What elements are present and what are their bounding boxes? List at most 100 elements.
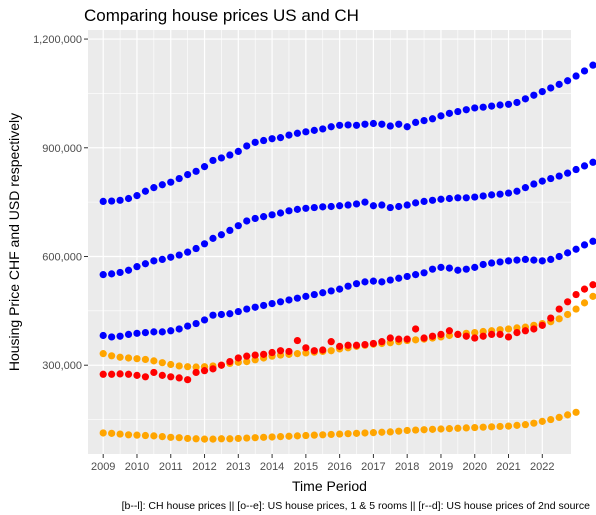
data-point	[175, 374, 183, 382]
data-point	[344, 282, 352, 290]
data-point	[412, 426, 420, 434]
data-point	[547, 314, 555, 322]
data-point	[530, 256, 538, 264]
data-point	[504, 100, 513, 108]
data-point	[547, 255, 555, 263]
data-point	[462, 106, 470, 114]
data-point	[403, 335, 411, 343]
data-point	[124, 354, 133, 362]
data-point	[293, 205, 302, 213]
grid-lines	[88, 30, 571, 454]
data-point	[580, 67, 589, 75]
data-point	[572, 245, 580, 253]
data-point	[336, 430, 344, 438]
data-point	[504, 422, 513, 430]
data-point	[293, 336, 302, 345]
data-point	[150, 368, 158, 377]
x-tick-label: 2014	[260, 461, 284, 473]
x-tick-label: 2016	[327, 461, 351, 473]
data-point	[268, 348, 276, 357]
data-point	[428, 265, 437, 273]
data-point	[260, 350, 268, 358]
data-point	[319, 203, 327, 211]
data-point	[496, 101, 504, 109]
data-point	[285, 432, 293, 440]
data-point	[580, 241, 589, 249]
data-point	[327, 123, 335, 131]
data-point	[420, 269, 428, 277]
data-point	[412, 118, 420, 127]
data-point	[141, 373, 150, 381]
data-point	[251, 351, 259, 359]
data-point	[268, 135, 276, 143]
data-point	[200, 163, 209, 171]
data-point	[200, 435, 209, 443]
data-points	[99, 61, 596, 443]
data-point	[488, 259, 496, 267]
data-point	[547, 415, 555, 424]
data-point	[108, 270, 116, 278]
data-point	[310, 290, 318, 299]
data-point	[192, 319, 200, 328]
data-point	[226, 226, 234, 235]
data-point	[175, 251, 183, 259]
data-point	[116, 353, 124, 361]
data-point	[369, 339, 378, 348]
y-tick-label: 300,000	[42, 360, 82, 372]
data-point	[209, 365, 217, 373]
data-point	[437, 263, 445, 271]
data-point	[403, 123, 411, 131]
data-point	[352, 121, 361, 129]
data-point	[479, 103, 487, 111]
data-point	[589, 292, 596, 300]
y-tick-label: 900,000	[42, 143, 82, 155]
data-point	[158, 255, 166, 263]
series-1	[99, 158, 596, 279]
data-point	[530, 419, 538, 427]
data-point	[361, 278, 369, 286]
data-point	[217, 361, 226, 369]
data-point	[124, 330, 133, 339]
data-point	[428, 425, 437, 433]
data-point	[395, 335, 403, 343]
data-point	[158, 359, 166, 367]
data-point	[184, 434, 192, 443]
data-point	[580, 285, 589, 293]
data-point	[496, 258, 504, 266]
axes: 2009 2010 2011 2012 2013 2014 2015 2016 2017 2018…	[33, 34, 554, 473]
data-point	[336, 202, 344, 210]
data-point	[589, 281, 596, 289]
data-point	[386, 203, 394, 212]
data-point	[445, 425, 454, 433]
data-point	[243, 357, 251, 366]
data-point	[150, 432, 158, 440]
data-point	[395, 274, 403, 282]
data-point	[462, 332, 470, 340]
data-point	[310, 203, 318, 212]
data-point	[260, 301, 268, 310]
x-tick-label: 2022	[530, 461, 554, 473]
data-point	[133, 192, 141, 200]
x-tick-label: 2009	[91, 461, 115, 473]
data-point	[260, 433, 268, 441]
series-5	[99, 408, 580, 443]
data-point	[293, 294, 302, 302]
data-point	[124, 431, 133, 439]
data-point	[564, 77, 572, 85]
data-point	[555, 305, 563, 313]
data-point	[192, 363, 200, 371]
data-point	[589, 61, 596, 69]
data-point	[158, 433, 166, 441]
data-point	[327, 287, 335, 295]
data-point	[116, 370, 124, 378]
data-point	[116, 268, 124, 277]
data-point	[184, 248, 192, 256]
data-point	[386, 428, 394, 436]
data-point	[471, 104, 479, 112]
data-point	[150, 357, 158, 365]
data-point	[276, 209, 285, 217]
data-point	[200, 316, 209, 324]
chart-title: Comparing house prices US and CH	[84, 6, 359, 25]
data-point	[251, 214, 259, 223]
data-point	[192, 368, 200, 377]
